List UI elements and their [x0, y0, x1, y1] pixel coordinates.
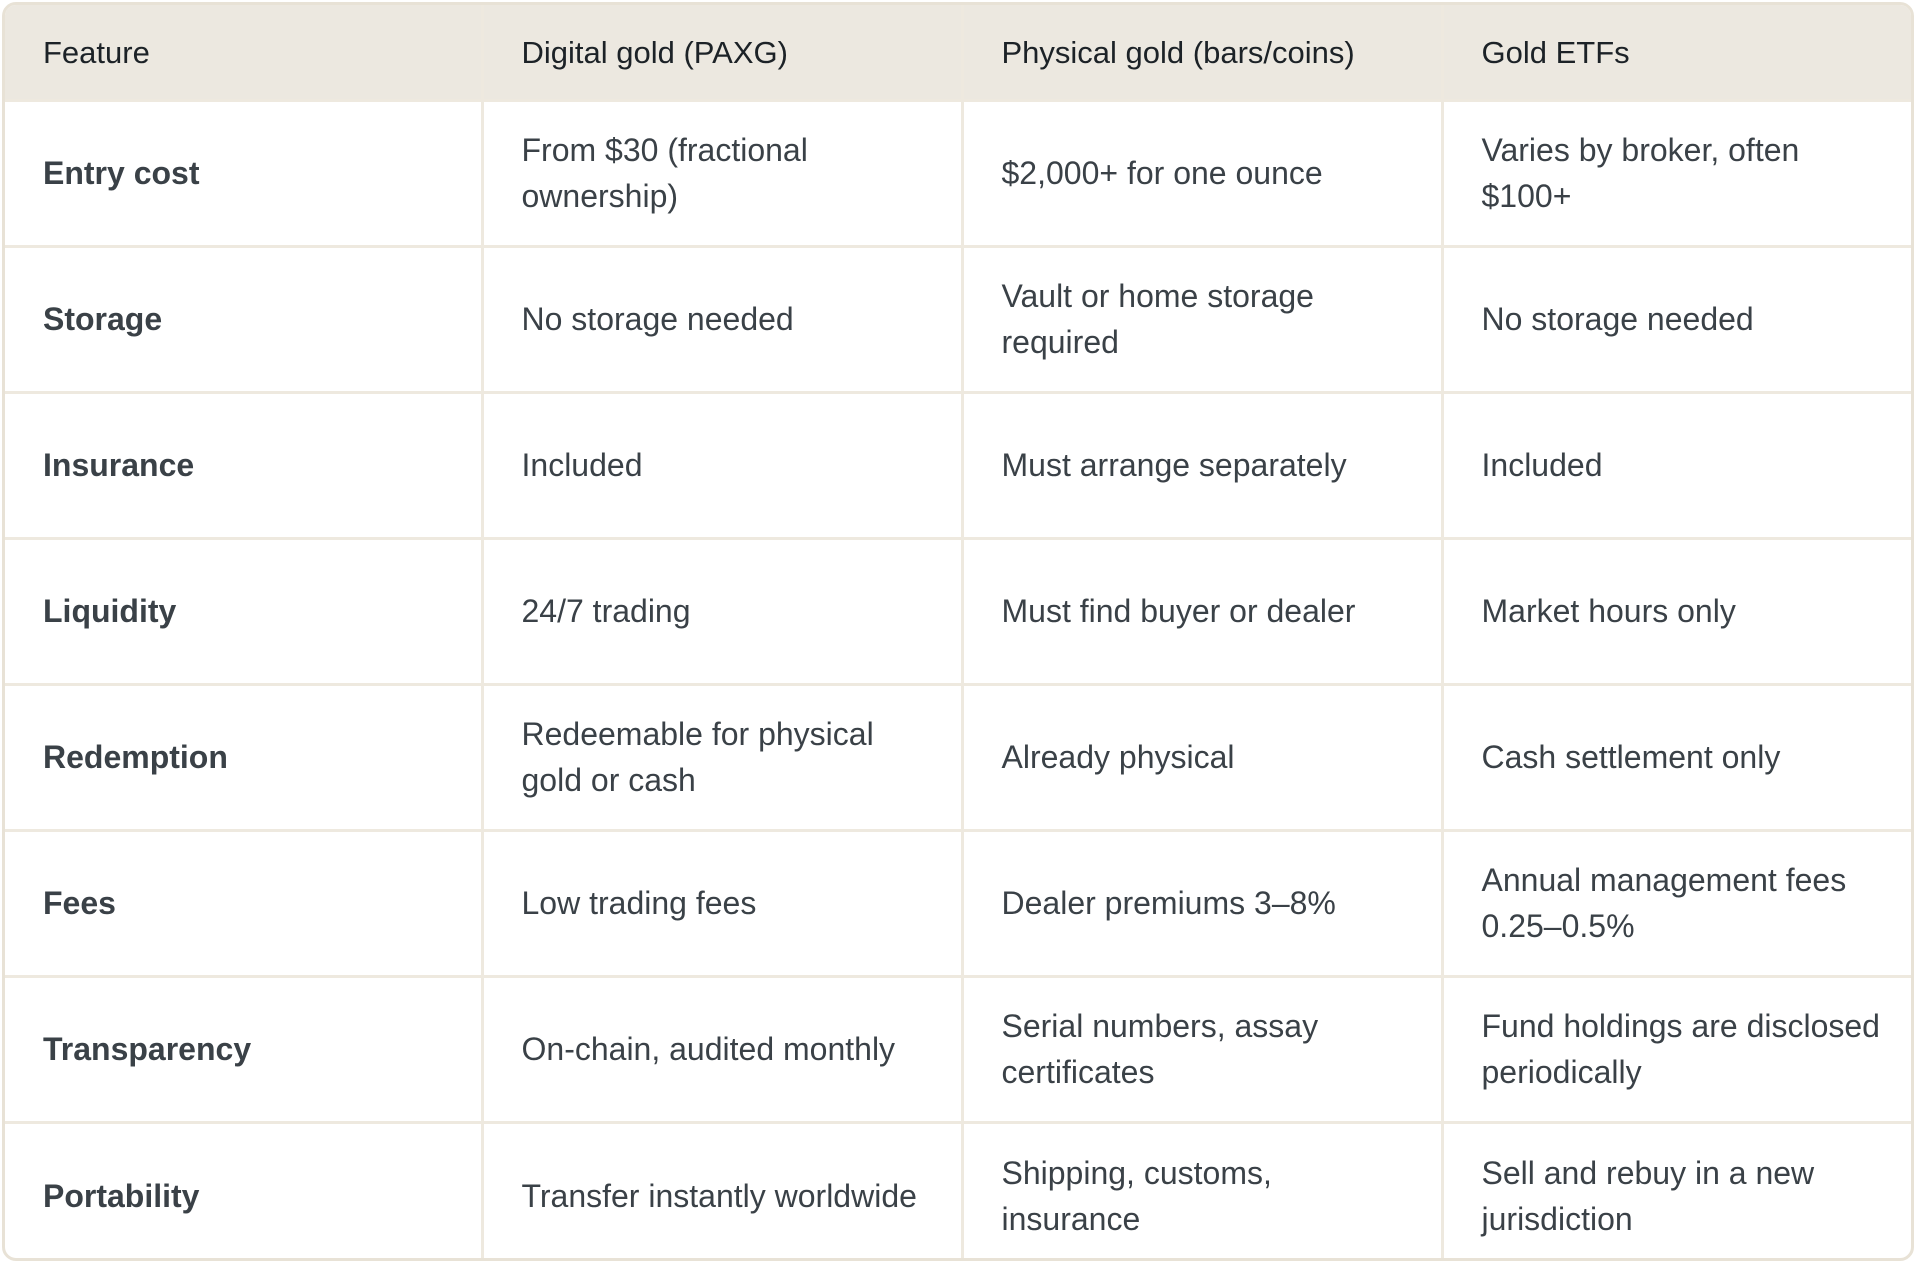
header-row: Feature Digital gold (PAXG) Physical gol…	[5, 5, 1911, 102]
table-row: Portability Transfer instantly worldwide…	[5, 1122, 1911, 1258]
table-body: Entry cost From $30 (fractional ownershi…	[5, 100, 1911, 1258]
gold-comparison-table: Feature Digital gold (PAXG) Physical gol…	[5, 5, 1911, 1258]
cell-physical-gold: Vault or home storage required	[962, 246, 1444, 394]
cell-physical-gold: Dealer premiums 3–8%	[962, 830, 1444, 978]
cell-physical-gold: Must find buyer or dealer	[962, 538, 1444, 686]
row-label-fees: Fees	[5, 830, 484, 978]
table-row: Entry cost From $30 (fractional ownershi…	[5, 100, 1911, 248]
cell-physical-gold: Serial numbers, assay certificates	[962, 976, 1444, 1124]
table-row: Liquidity 24/7 trading Must find buyer o…	[5, 538, 1911, 686]
cell-gold-etfs: Varies by broker, often $100+	[1442, 100, 1911, 248]
header-gold-etfs: Gold ETFs	[1442, 5, 1911, 102]
cell-digital-gold: From $30 (fractional ownership)	[482, 100, 964, 248]
cell-digital-gold: Redeemable for physical gold or cash	[482, 684, 964, 832]
cell-physical-gold: Must arrange separately	[962, 392, 1444, 540]
cell-physical-gold: $2,000+ for one ounce	[962, 100, 1444, 248]
table-header: Feature Digital gold (PAXG) Physical gol…	[5, 5, 1911, 102]
header-feature: Feature	[5, 5, 484, 102]
table-row: Transparency On-chain, audited monthly S…	[5, 976, 1911, 1124]
table-row: Insurance Included Must arrange separate…	[5, 392, 1911, 540]
cell-gold-etfs: No storage needed	[1442, 246, 1911, 394]
cell-digital-gold: Included	[482, 392, 964, 540]
table-row: Fees Low trading fees Dealer premiums 3–…	[5, 830, 1911, 978]
cell-digital-gold: On-chain, audited monthly	[482, 976, 964, 1124]
cell-gold-etfs: Included	[1442, 392, 1911, 540]
row-label-entry-cost: Entry cost	[5, 100, 484, 248]
cell-digital-gold: 24/7 trading	[482, 538, 964, 686]
cell-gold-etfs: Market hours only	[1442, 538, 1911, 686]
table-row: Storage No storage needed Vault or home …	[5, 246, 1911, 394]
header-physical-gold: Physical gold (bars/coins)	[962, 5, 1444, 102]
cell-digital-gold: Low trading fees	[482, 830, 964, 978]
row-label-transparency: Transparency	[5, 976, 484, 1124]
cell-physical-gold: Shipping, customs, insurance	[962, 1122, 1444, 1258]
row-label-liquidity: Liquidity	[5, 538, 484, 686]
cell-gold-etfs: Cash settlement only	[1442, 684, 1911, 832]
row-label-redemption: Redemption	[5, 684, 484, 832]
cell-gold-etfs: Fund holdings are disclosed periodically	[1442, 976, 1911, 1124]
row-label-insurance: Insurance	[5, 392, 484, 540]
cell-gold-etfs: Sell and rebuy in a new jurisdiction	[1481, 1154, 1815, 1237]
cell-physical-gold: Already physical	[962, 684, 1444, 832]
cell-digital-gold: No storage needed	[482, 246, 964, 394]
cell-digital-gold: Transfer instantly worldwide	[482, 1122, 964, 1258]
table-row: Redemption Redeemable for physical gold …	[5, 684, 1911, 832]
row-label-storage: Storage	[5, 246, 484, 394]
header-digital-gold: Digital gold (PAXG)	[482, 5, 964, 102]
row-label-portability: Portability	[5, 1122, 484, 1258]
cell-gold-etfs: Annual management fees 0.25–0.5%	[1442, 830, 1911, 978]
